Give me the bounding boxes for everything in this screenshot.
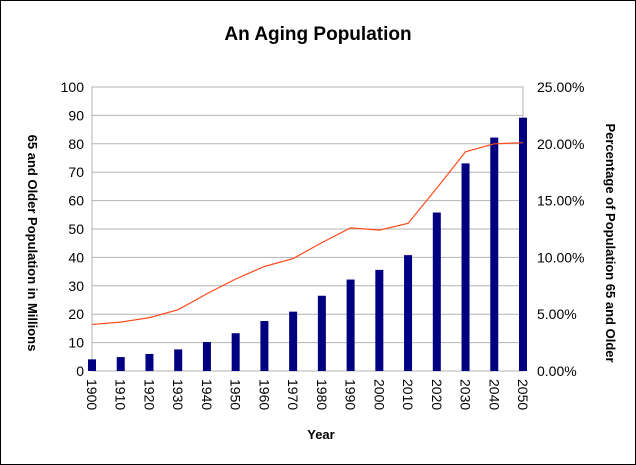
x-tick-label: 1970 xyxy=(285,379,301,410)
bar xyxy=(260,321,269,371)
x-tick-label: 1980 xyxy=(314,379,330,410)
bar xyxy=(317,295,326,371)
percentage-line xyxy=(91,142,524,326)
bar xyxy=(116,357,125,371)
bar xyxy=(174,349,183,371)
x-tick-label: 1930 xyxy=(170,379,186,410)
y-tick-label: 100 xyxy=(61,79,85,95)
x-tick-label: 2030 xyxy=(458,379,474,410)
y-tick-label: 80 xyxy=(68,136,84,152)
y-axis-right-title: Percentage of Population 65 and Older xyxy=(603,123,618,362)
bar xyxy=(289,311,298,371)
x-tick-label: 1940 xyxy=(199,379,215,410)
y-tick-label: 30 xyxy=(68,278,84,294)
x-tick-label: 1990 xyxy=(343,379,359,410)
x-tick-label: 2020 xyxy=(429,379,445,410)
y2-tick-label: 25.00% xyxy=(537,79,584,95)
x-tick-label: 2040 xyxy=(486,379,502,410)
y-tick-label: 0 xyxy=(76,363,84,379)
y-tick-label: 60 xyxy=(68,193,84,209)
x-tick-label: 1920 xyxy=(141,379,157,410)
bar xyxy=(404,255,413,371)
x-tick-label: 1950 xyxy=(228,379,244,410)
y2-tick-label: 15.00% xyxy=(537,193,584,209)
bar xyxy=(202,342,211,371)
gridlines xyxy=(91,86,524,372)
y-axis-left-ticks: 0 10 20 30 40 50 60 70 80 90 100 xyxy=(61,79,85,379)
x-tick-label: 1900 xyxy=(84,379,100,410)
bar xyxy=(346,279,355,371)
y-tick-label: 10 xyxy=(68,335,84,351)
y-tick-label: 20 xyxy=(68,306,84,322)
x-tick-label: 2050 xyxy=(515,379,531,410)
bar xyxy=(145,353,154,371)
x-tick-label: 1910 xyxy=(113,379,129,410)
bar xyxy=(231,333,240,371)
bar xyxy=(490,137,499,371)
bar xyxy=(432,212,441,371)
x-tick-label: 1960 xyxy=(256,379,272,410)
y2-tick-label: 10.00% xyxy=(537,249,584,265)
y-tick-label: 50 xyxy=(68,221,84,237)
chart-title: An Aging Population xyxy=(224,24,411,45)
y-tick-label: 70 xyxy=(68,164,84,180)
x-axis-ticks: 1900 1910 1920 1930 1940 1950 1960 1970 1980 1990… xyxy=(84,379,531,410)
line-series xyxy=(91,142,524,326)
y-axis-left-title: 65 and Older Population in Millions xyxy=(25,135,40,352)
x-tick-label: 2000 xyxy=(371,379,387,410)
y-axis-right-ticks: 0.00% 5.00% 10.00% 15.00% 20.00% 25.00% xyxy=(537,79,584,379)
bar xyxy=(88,359,96,371)
bar xyxy=(375,269,384,371)
bar-series xyxy=(88,117,527,371)
y2-tick-label: 0.00% xyxy=(537,363,577,379)
bar xyxy=(519,117,527,371)
x-axis-title: Year xyxy=(307,427,334,442)
y2-tick-label: 20.00% xyxy=(537,136,584,152)
y2-tick-label: 5.00% xyxy=(537,306,577,322)
bar xyxy=(461,163,470,371)
x-tick-label: 2010 xyxy=(400,379,416,410)
y-tick-label: 90 xyxy=(68,107,84,123)
y-tick-label: 40 xyxy=(68,249,84,265)
